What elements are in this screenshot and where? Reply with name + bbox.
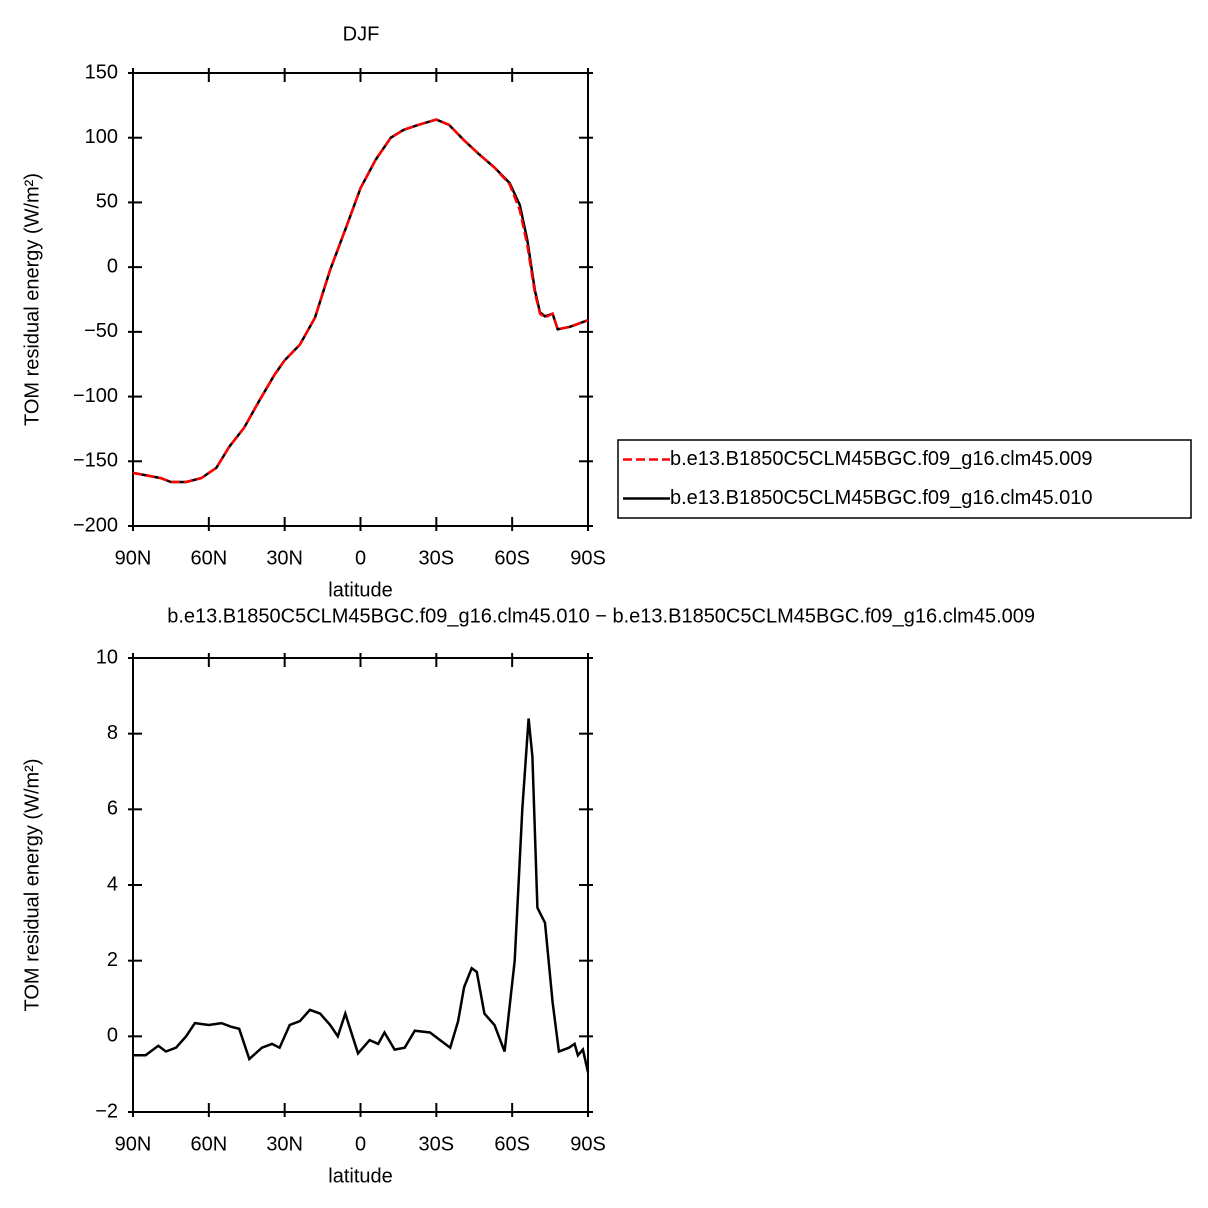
- y-tick-label: 2: [107, 949, 118, 971]
- x-tick-label: 60N: [190, 1133, 227, 1155]
- x-tick-label: 90S: [570, 1133, 606, 1155]
- y-tick-label: −50: [84, 320, 118, 342]
- x-tick-label: 0: [355, 547, 366, 569]
- y-tick-label: 0: [107, 255, 118, 277]
- y-tick-label: −200: [73, 514, 118, 536]
- y-tick-label: 0: [107, 1025, 118, 1047]
- x-tick-label: 30N: [266, 547, 303, 569]
- plot-frame: [132, 657, 589, 1113]
- x-tick-label: 30S: [419, 1133, 455, 1155]
- y-tick-label: −100: [73, 385, 118, 407]
- legend-label: b.e13.B1850C5CLM45BGC.f09_g16.clm45.010: [670, 487, 1093, 509]
- chart-title: DJF: [343, 23, 380, 45]
- chart-title: b.e13.B1850C5CLM45BGC.f09_g16.clm45.010 …: [167, 605, 1035, 627]
- plot-frame: [132, 72, 589, 527]
- x-tick-label: 90N: [115, 1133, 152, 1155]
- x-tick-label: 60S: [494, 547, 530, 569]
- y-axis-label: TOM residual energy (W/m²): [21, 758, 43, 1011]
- y-tick-label: 150: [85, 61, 118, 83]
- x-tick-label: 90S: [570, 547, 606, 569]
- y-tick-label: 4: [107, 873, 118, 895]
- data-line: [132, 118, 589, 484]
- x-tick-label: 60S: [494, 1133, 530, 1155]
- legend-box: [617, 439, 1192, 519]
- y-tick-label: 6: [107, 798, 118, 820]
- x-axis-label: latitude: [328, 1165, 393, 1187]
- x-tick-label: 0: [355, 1133, 366, 1155]
- x-tick-label: 30N: [266, 1133, 303, 1155]
- data-line: [133, 718, 590, 1073]
- y-tick-label: 10: [96, 646, 118, 668]
- y-axis-label: TOM residual energy (W/m²): [21, 173, 43, 426]
- y-tick-label: 50: [96, 191, 118, 213]
- y-tick-label: −2: [95, 1100, 118, 1122]
- y-tick-label: 8: [107, 722, 118, 744]
- x-axis-label: latitude: [328, 579, 393, 601]
- x-tick-label: 60N: [190, 547, 227, 569]
- y-tick-label: 100: [85, 126, 118, 148]
- data-line: [132, 118, 589, 484]
- x-tick-label: 30S: [419, 547, 455, 569]
- x-tick-label: 90N: [115, 547, 152, 569]
- y-tick-label: −150: [73, 450, 118, 472]
- legend-label: b.e13.B1850C5CLM45BGC.f09_g16.clm45.009: [670, 448, 1093, 470]
